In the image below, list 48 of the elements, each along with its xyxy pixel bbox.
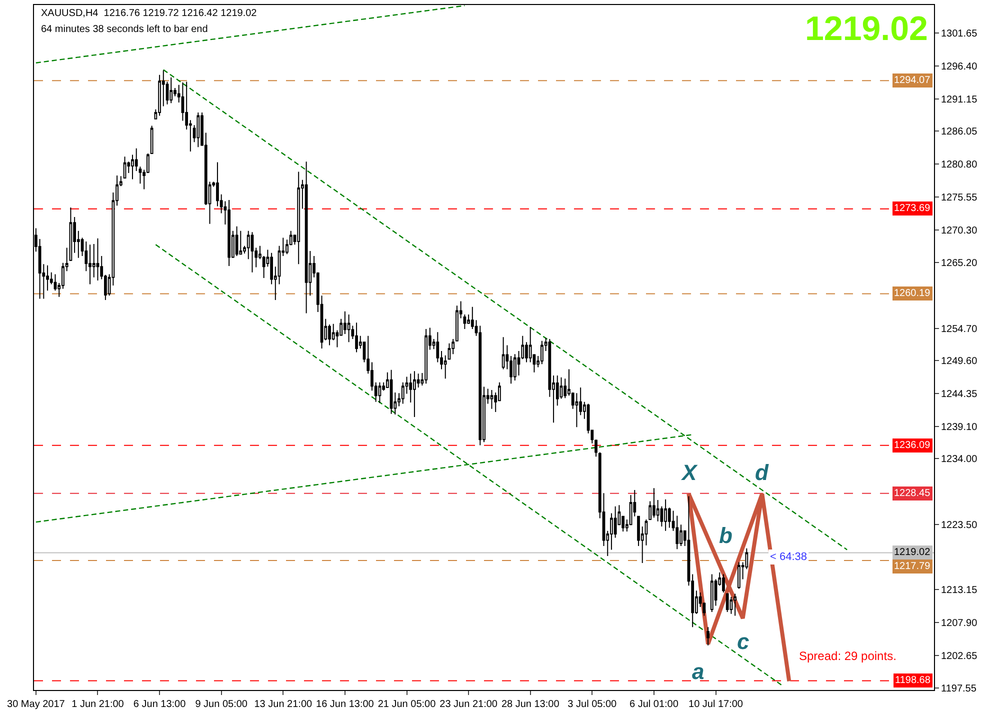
y-tick-label: 1291.15 [941,94,978,106]
y-tick-label: 1239.10 [941,422,978,433]
x-tick-label: 6 Jun 13:00 [133,699,186,710]
x-tick-label: 13 Jun 21:00 [254,699,312,710]
x-tick-label: 16 Jun 13:00 [316,699,374,710]
y-tick-label: 1223.50 [941,520,978,532]
annotation: 1219.02 [805,10,928,48]
y-tick-label: 1270.30 [941,226,978,237]
x-tick-label: 23 Jun 21:00 [440,699,498,710]
ref-line-label: 1228.45 [894,488,931,499]
y-tick-label: 1280.80 [941,160,978,171]
annotation: X [680,460,698,485]
y-tick-label: 1265.20 [941,258,978,269]
y-tick-label: 1249.60 [941,356,978,367]
ref-line-label: 1236.09 [894,440,931,451]
x-tick-label: 9 Jun 05:00 [195,699,248,710]
x-tick-label: 6 Jul 01:00 [629,699,679,710]
annotation: a [692,659,704,684]
text: 64 minutes 38 seconds left to bar end [41,24,208,35]
y-tick-label: 1244.35 [941,388,978,400]
annotation: < 64:38 [770,551,808,563]
y-tick-label: 1213.15 [941,585,978,596]
x-tick-label: 28 Jun 13:00 [501,699,560,710]
y-tick-label: 1301.65 [941,28,978,40]
y-tick-label: 1296.40 [941,62,978,73]
ref-line-label: 1294.07 [894,75,931,86]
y-tick-label: 1234.00 [941,454,978,466]
y-tick-label: 1197.55 [941,683,977,694]
annotation: Spread: 29 points. [799,649,896,663]
x-tick-label: 3 Jul 05:00 [568,699,618,710]
ref-line-label: 1198.68 [895,675,931,686]
ref-line-label: 1219.02 [894,547,931,558]
y-tick-label: 1275.55 [941,192,978,204]
ref-line-label: 1273.69 [894,203,931,214]
y-tick-label: 1254.70 [941,324,978,335]
x-tick-label: 1 Jun 21:00 [72,699,124,710]
y-tick-label: 1202.65 [941,651,978,662]
x-tick-label: 10 Jul 17:00 [688,699,744,710]
ref-line-label: 1260.19 [894,288,931,299]
chart-title: XAUUSD,H4 1216.76 1219.72 1216.42 1219.02 [41,8,258,19]
y-tick-label: 1207.90 [941,618,978,630]
x-tick-label: 21 Jun 05:00 [378,699,436,710]
y-tick-label: 1286.05 [941,126,978,138]
ref-line-label: 1217.79 [894,561,931,572]
annotation: c [737,629,750,654]
annotation: d [755,460,769,485]
x-tick-label: 30 May 2017 [7,699,66,710]
annotation: b [719,523,732,548]
